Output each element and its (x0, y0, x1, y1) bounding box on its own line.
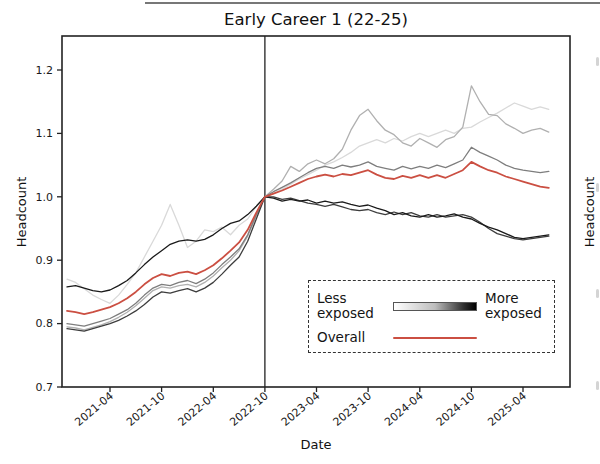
x-tick-label: 2022-04 (176, 389, 220, 429)
y-tick-label: 1.2 (36, 64, 54, 77)
x-tick-label: 2023-10 (330, 389, 374, 429)
figure-root: 0.70.80.91.01.11.22021-042021-102022-042… (0, 0, 600, 464)
y-tick-label: 0.7 (36, 381, 54, 394)
y-tick-label: 1.0 (36, 191, 54, 204)
legend-less-label: Less exposed (317, 291, 391, 321)
y-tick-label: 0.9 (36, 254, 54, 267)
legend-overall-line (393, 337, 477, 340)
chart-title: Early Career 1 (22-25) (224, 10, 408, 29)
legend-gradient-row: Less exposed More exposed (317, 286, 554, 326)
cropped-neighbor-tick-fragment (596, 183, 599, 192)
x-axis-label: Date (300, 437, 331, 452)
x-tick-label: 2022-10 (227, 389, 271, 429)
cropped-neighbor-tick-fragment (596, 57, 599, 66)
y-tick-label: 1.1 (36, 127, 54, 140)
x-tick-label: 2023-04 (279, 389, 323, 429)
y-tick-label: 0.8 (36, 317, 54, 330)
adjacent-panel-y-axis-label: Headcount (582, 177, 597, 248)
legend-gradient-bar (393, 302, 477, 311)
series-line-most-exposed-q5 (67, 197, 549, 292)
legend-overall-label: Overall (317, 330, 391, 345)
plot-canvas: 0.70.80.91.01.11.22021-042021-102022-042… (0, 0, 600, 464)
x-tick-label: 2025-04 (485, 389, 529, 429)
x-tick-label: 2024-10 (434, 389, 478, 429)
legend-overall-row: Overall (317, 326, 554, 350)
legend-box: Less exposed More exposed Overall (308, 280, 555, 353)
legend-more-label: More exposed (485, 291, 542, 321)
x-tick-label: 2021-04 (72, 389, 116, 429)
cropped-neighbor-tick-fragment (596, 381, 599, 390)
cropped-neighbor-tick-fragment (596, 289, 599, 298)
y-axis-label: Headcount (14, 177, 29, 248)
x-tick-label: 2021-10 (124, 389, 168, 429)
x-tick-label: 2024-04 (382, 389, 426, 429)
